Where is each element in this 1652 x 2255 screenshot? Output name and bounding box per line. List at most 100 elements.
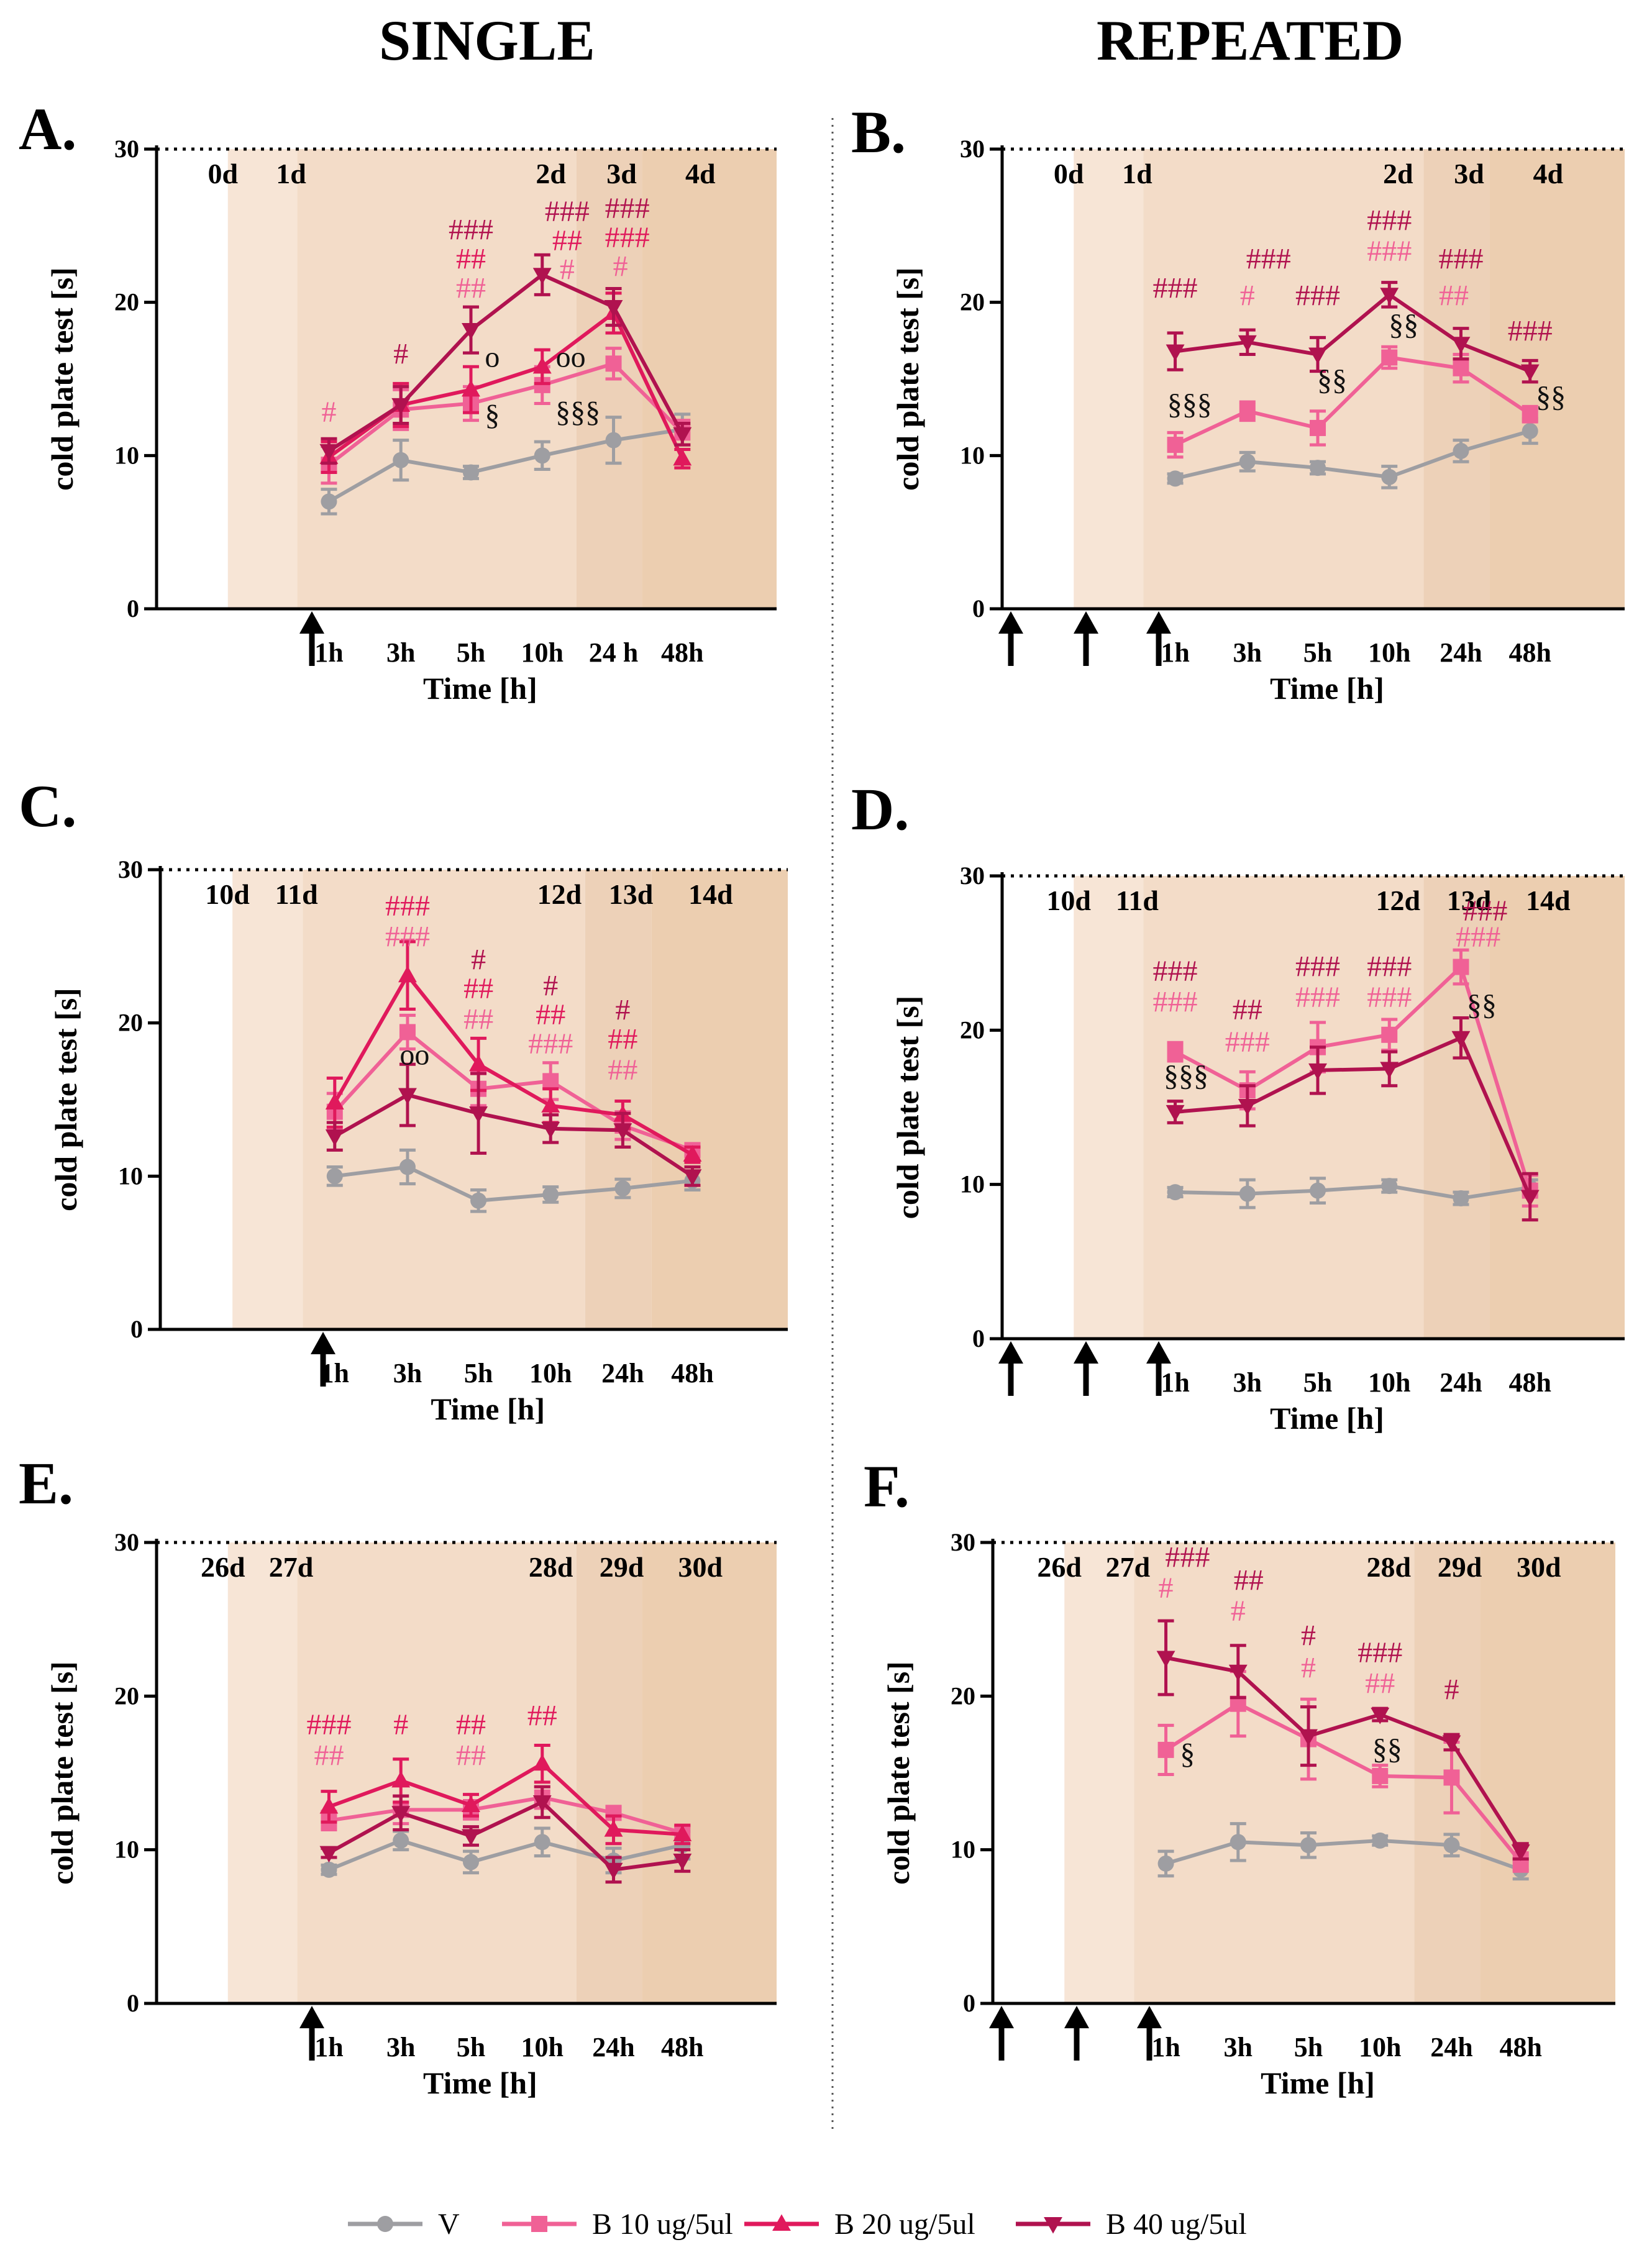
- y-tick-label: 20: [960, 1016, 985, 1044]
- significance-mark: #: [393, 337, 408, 370]
- series-line: [329, 1795, 683, 1835]
- series-line: [1165, 1838, 1522, 1872]
- data-point: [1166, 344, 1185, 362]
- significance-mark: §§: [1317, 363, 1347, 396]
- significance-mark: #: [1301, 1652, 1316, 1685]
- x-tick-label: 24h: [1440, 637, 1482, 668]
- significance-mark: ###: [1456, 921, 1500, 954]
- data-point: [1372, 1767, 1389, 1784]
- legend-label: B 20 ug/5ul: [834, 2208, 975, 2241]
- data-point: [391, 1770, 411, 1788]
- data-point: [683, 1169, 702, 1186]
- significance-mark: ##: [608, 1054, 637, 1086]
- series-line: [328, 1761, 683, 1836]
- series-line: [1175, 1184, 1531, 1201]
- series-line: [1175, 1035, 1532, 1198]
- data-point: [1167, 437, 1184, 453]
- series-b-10-ug-5ul: [1167, 345, 1538, 459]
- data-point: [321, 1861, 337, 1878]
- significance-mark: #: [1301, 1620, 1316, 1652]
- data-point: [462, 464, 479, 481]
- data-point: [462, 323, 480, 340]
- series-b-20-ug-5ul: [319, 1743, 692, 1846]
- legend-marker: [772, 2214, 791, 2231]
- legend-marker: [377, 2216, 393, 2232]
- day-label: 11d: [1116, 885, 1159, 916]
- data-point: [1308, 347, 1327, 365]
- data-point: [1239, 453, 1256, 470]
- legend-marker: [531, 2216, 547, 2232]
- day-label: 14d: [1526, 885, 1571, 916]
- x-tick-label: 1h: [1151, 2032, 1180, 2062]
- series-line: [334, 1165, 693, 1203]
- series-line: [1165, 1656, 1523, 1852]
- significance-mark: ##: [1234, 1564, 1264, 1597]
- y-tick-label: 10: [114, 1836, 139, 1864]
- significance-mark: ##: [456, 1708, 486, 1741]
- significance-mark: ##: [456, 242, 486, 275]
- data-point: [1167, 1044, 1184, 1060]
- y-tick-label: 30: [960, 135, 985, 163]
- significance-mark: ##: [463, 1003, 493, 1036]
- time-band-3: [1489, 876, 1625, 1339]
- data-point: [532, 268, 552, 285]
- day-label: 29d: [1438, 1551, 1482, 1583]
- day-label: 2d: [1383, 158, 1413, 189]
- y-axis-label: cold plate test [s]: [890, 996, 925, 1219]
- y-axis-label: cold plate test [s]: [890, 267, 925, 491]
- data-point: [1157, 1741, 1174, 1758]
- time-band-0: [1074, 149, 1144, 609]
- panel-label: F.: [864, 1453, 910, 1519]
- series-line: [333, 972, 693, 1157]
- y-tick-label: 0: [127, 594, 139, 622]
- y-axis-label: cold plate test [s]: [45, 267, 80, 491]
- x-axis-label: Time [h]: [1270, 671, 1384, 706]
- day-label: 14d: [688, 878, 733, 910]
- data-point: [1372, 1832, 1389, 1849]
- data-point: [604, 300, 623, 317]
- x-tick-label: 10h: [521, 2032, 564, 2062]
- data-point: [319, 1797, 339, 1814]
- y-tick-label: 10: [960, 441, 985, 469]
- significance-mark: ##: [1233, 993, 1262, 1026]
- panel-label: D.: [851, 776, 909, 842]
- data-point: [391, 398, 411, 415]
- column-title-repeated: REPEATED: [1097, 9, 1404, 72]
- x-tick-label: 24h: [601, 1358, 644, 1388]
- data-point: [1380, 288, 1399, 304]
- data-point: [319, 444, 339, 461]
- panel-a: A. 0 10 20 30 cold plate test [s] 0d 1d 2d 3d 4d 1h…: [19, 96, 777, 706]
- x-tick-label: 5h: [1294, 2032, 1323, 2062]
- data-point: [1157, 1855, 1174, 1872]
- time-band-0: [227, 1542, 298, 2003]
- x-tick-label: 24h: [592, 2032, 634, 2062]
- significance-mark: ###: [1153, 271, 1198, 304]
- time-band-3: [1480, 1542, 1615, 2003]
- day-label: 29d: [600, 1551, 644, 1583]
- significance-mark: ##: [1439, 280, 1469, 312]
- data-point: [1167, 470, 1184, 487]
- injection-arrow-head: [1074, 1341, 1098, 1364]
- data-point: [541, 1121, 560, 1139]
- data-point: [532, 1795, 552, 1812]
- x-tick-label: 48h: [671, 1358, 713, 1388]
- injection-arrow-head: [998, 611, 1023, 634]
- significance-mark: #: [321, 396, 336, 429]
- significance-mark: §: [485, 399, 500, 432]
- data-point: [319, 1846, 339, 1863]
- x-axis-label: Time [h]: [1270, 1401, 1384, 1436]
- data-point: [1522, 406, 1538, 422]
- data-point: [1453, 442, 1469, 459]
- data-point: [398, 1088, 417, 1105]
- panel-label: C.: [19, 773, 76, 839]
- series-v: [326, 1148, 701, 1213]
- data-point: [1381, 349, 1398, 366]
- significance-mark: oo: [399, 1038, 429, 1071]
- data-point: [1381, 468, 1398, 485]
- data-point: [541, 1096, 560, 1113]
- data-point: [534, 447, 550, 464]
- data-point: [1451, 337, 1471, 353]
- data-point: [462, 1854, 479, 1870]
- time-band-2: [1423, 876, 1490, 1339]
- x-axis-label: Time [h]: [1261, 2066, 1375, 2100]
